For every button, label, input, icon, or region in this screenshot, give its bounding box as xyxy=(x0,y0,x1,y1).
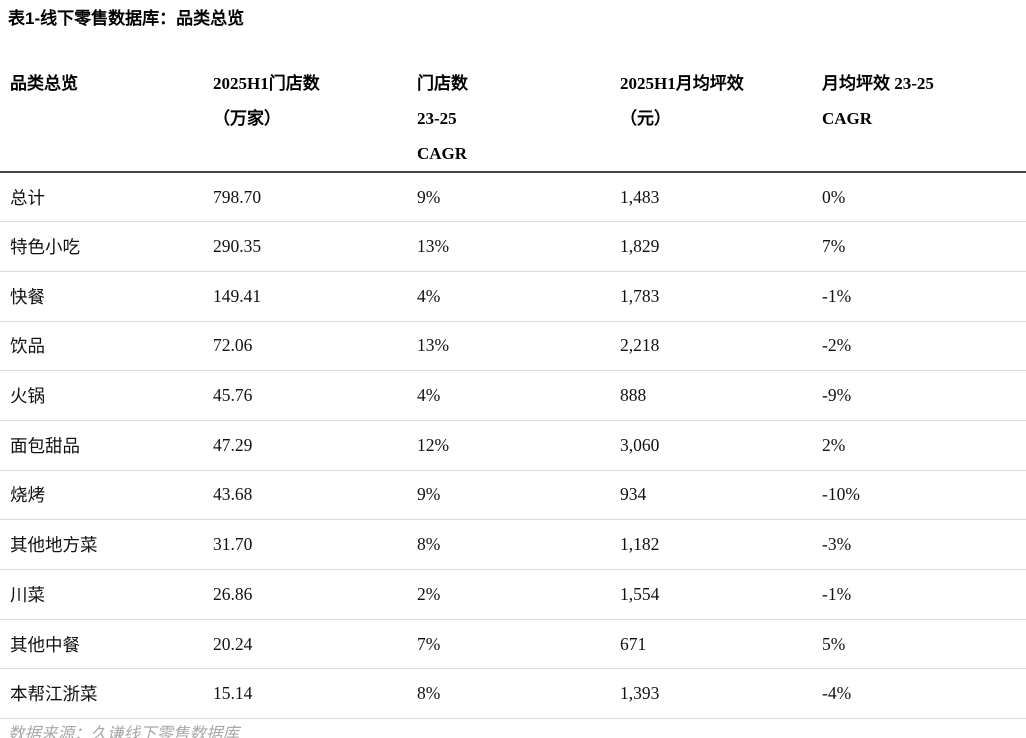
efficiency-cagr-cell: -1% xyxy=(822,569,1026,620)
source-note: 数据来源：久谦线下零售数据库 xyxy=(0,719,1026,738)
store-count-cell: 149.41 xyxy=(213,271,417,322)
store-cagr-cell: 9% xyxy=(417,470,620,521)
store-count-cell: 20.24 xyxy=(213,619,417,670)
store-cagr-cell: 12% xyxy=(417,420,620,471)
header-cell-efficiency-cagr: 月均坪效 23-25 CAGR xyxy=(822,38,1026,173)
efficiency-cagr-cell: -9% xyxy=(822,370,1026,421)
category-cell: 其他中餐 xyxy=(0,619,213,670)
efficiency-cagr-cell: 0% xyxy=(822,172,1026,223)
efficiency-cagr-cell: 5% xyxy=(822,619,1026,670)
category-cell: 火锅 xyxy=(0,370,213,421)
category-cell: 饮品 xyxy=(0,321,213,372)
category-cell: 面包甜品 xyxy=(0,420,213,471)
category-cell: 川菜 xyxy=(0,569,213,620)
efficiency-cell: 1,554 xyxy=(620,569,822,620)
efficiency-cagr-cell: -4% xyxy=(822,668,1026,720)
table-row: 特色小吃 290.35 13% 1,829 7% xyxy=(0,221,1026,272)
category-cell: 特色小吃 xyxy=(0,221,213,272)
table-header-row: 品类总览 2025H1门店数 （万家） 门店数 23-25 CAGR 2025H… xyxy=(0,38,1026,173)
store-cagr-cell: 4% xyxy=(417,370,620,421)
category-cell: 总计 xyxy=(0,172,213,223)
table-row: 火锅 45.76 4% 888 -9% xyxy=(0,370,1026,421)
store-cagr-cell: 8% xyxy=(417,519,620,570)
efficiency-cell: 3,060 xyxy=(620,420,822,471)
table-row: 其他地方菜 31.70 8% 1,182 -3% xyxy=(0,519,1026,570)
efficiency-cell: 1,783 xyxy=(620,271,822,322)
efficiency-cell: 1,483 xyxy=(620,172,822,223)
store-count-cell: 43.68 xyxy=(213,470,417,521)
header-cell-efficiency: 2025H1月均坪效 （元） xyxy=(620,38,822,173)
category-cell: 本帮江浙菜 xyxy=(0,668,213,720)
efficiency-cell: 671 xyxy=(620,619,822,670)
table-row: 川菜 26.86 2% 1,554 -1% xyxy=(0,569,1026,620)
store-cagr-cell: 9% xyxy=(417,172,620,223)
efficiency-cagr-cell: -2% xyxy=(822,321,1026,372)
store-count-cell: 15.14 xyxy=(213,668,417,720)
header-cell-store-cagr: 门店数 23-25 CAGR xyxy=(417,38,620,173)
table-row: 总计 798.70 9% 1,483 0% xyxy=(0,172,1026,223)
efficiency-cagr-cell: 2% xyxy=(822,420,1026,471)
efficiency-cagr-cell: -1% xyxy=(822,271,1026,322)
table-row: 烧烤 43.68 9% 934 -10% xyxy=(0,470,1026,521)
table-body: 总计 798.70 9% 1,483 0% 特色小吃 290.35 13% 1,… xyxy=(0,172,1026,720)
store-count-cell: 47.29 xyxy=(213,420,417,471)
efficiency-cell: 1,182 xyxy=(620,519,822,570)
store-cagr-cell: 7% xyxy=(417,619,620,670)
efficiency-cell: 1,393 xyxy=(620,668,822,720)
table-row: 快餐 149.41 4% 1,783 -1% xyxy=(0,271,1026,322)
category-cell: 其他地方菜 xyxy=(0,519,213,570)
store-count-cell: 26.86 xyxy=(213,569,417,620)
store-cagr-cell: 2% xyxy=(417,569,620,620)
efficiency-cagr-cell: -10% xyxy=(822,470,1026,521)
efficiency-cell: 1,829 xyxy=(620,221,822,272)
table-row: 面包甜品 47.29 12% 3,060 2% xyxy=(0,420,1026,471)
category-overview-table: 品类总览 2025H1门店数 （万家） 门店数 23-25 CAGR 2025H… xyxy=(0,38,1026,720)
store-cagr-cell: 13% xyxy=(417,321,620,372)
page-title: 表1-线下零售数据库：品类总览 xyxy=(8,9,245,28)
table-row: 本帮江浙菜 15.14 8% 1,393 -4% xyxy=(0,668,1026,720)
store-count-cell: 45.76 xyxy=(213,370,417,421)
category-cell: 烧烤 xyxy=(0,470,213,521)
header-cell-store-count: 2025H1门店数 （万家） xyxy=(213,38,417,173)
store-cagr-cell: 13% xyxy=(417,221,620,272)
store-count-cell: 798.70 xyxy=(213,172,417,223)
header-cell-category: 品类总览 xyxy=(0,38,213,173)
table-header: 品类总览 2025H1门店数 （万家） 门店数 23-25 CAGR 2025H… xyxy=(0,38,1026,173)
store-cagr-cell: 4% xyxy=(417,271,620,322)
store-cagr-cell: 8% xyxy=(417,668,620,720)
category-cell: 快餐 xyxy=(0,271,213,322)
efficiency-cagr-cell: 7% xyxy=(822,221,1026,272)
store-count-cell: 72.06 xyxy=(213,321,417,372)
efficiency-cell: 2,218 xyxy=(620,321,822,372)
efficiency-cagr-cell: -3% xyxy=(822,519,1026,570)
store-count-cell: 290.35 xyxy=(213,221,417,272)
efficiency-cell: 934 xyxy=(620,470,822,521)
table-row: 其他中餐 20.24 7% 671 5% xyxy=(0,619,1026,670)
store-count-cell: 31.70 xyxy=(213,519,417,570)
table-row: 饮品 72.06 13% 2,218 -2% xyxy=(0,321,1026,372)
efficiency-cell: 888 xyxy=(620,370,822,421)
